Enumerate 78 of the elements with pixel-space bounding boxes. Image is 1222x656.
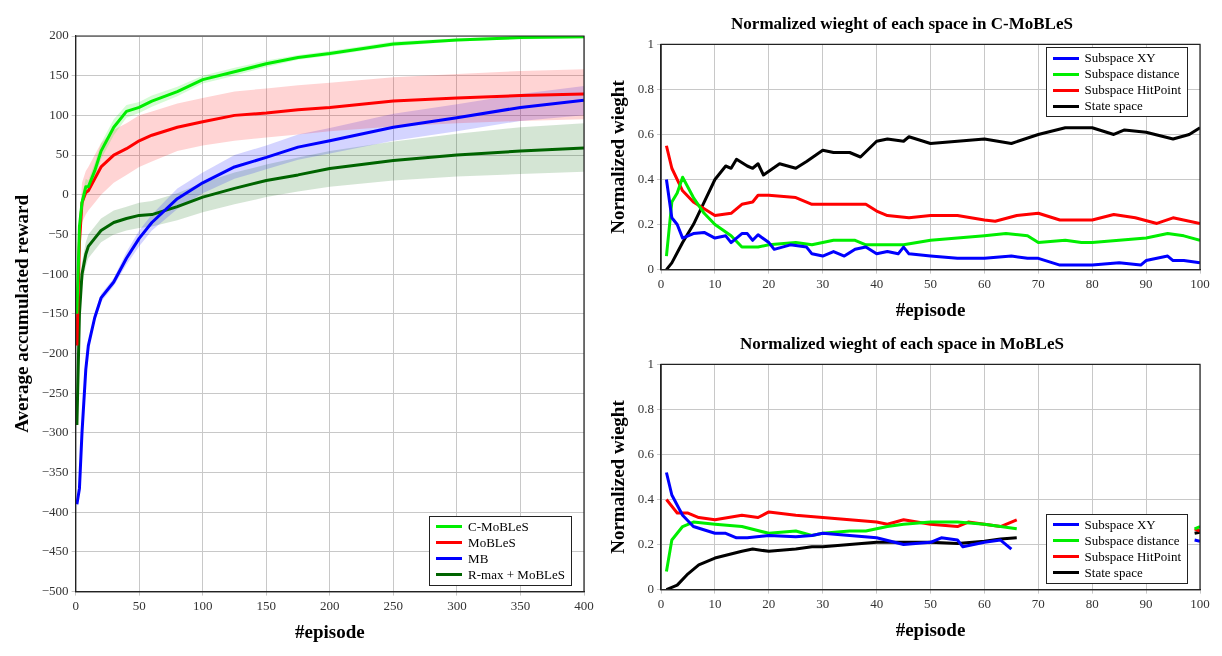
x-tick-label: 350 <box>510 597 531 613</box>
x-tick-label: 300 <box>447 597 467 613</box>
legend-label: Subspace XY <box>1084 50 1156 67</box>
x-tick-label: 90 <box>1139 595 1153 611</box>
y-tick-label: −250 <box>41 384 69 400</box>
y-tick-label: −500 <box>41 583 69 599</box>
legend-label: Subspace HitPoint <box>1084 548 1181 565</box>
x-tick-label: 80 <box>1085 595 1099 611</box>
y-tick-label: 0 <box>62 186 69 202</box>
legend-label: Subspace XY <box>1084 516 1156 533</box>
y-tick-label: 50 <box>55 146 69 162</box>
x-tick-label: 0 <box>657 595 665 611</box>
x-tick-label: 70 <box>1031 595 1045 611</box>
y-tick-label: 0 <box>647 581 655 597</box>
y-tick-label: 0.6 <box>637 445 655 461</box>
y-tick-label: −200 <box>41 344 69 360</box>
y-tick-label: 0.4 <box>637 490 655 506</box>
y-tick-label: 0.8 <box>637 80 655 96</box>
x-tick-label: 40 <box>870 595 884 611</box>
legend-label: C-MoBLeS <box>468 518 529 535</box>
x-tick-label: 50 <box>924 595 938 611</box>
x-tick-label: 90 <box>1139 275 1153 291</box>
x-tick-label: 30 <box>816 595 830 611</box>
y-tick-label: 0.4 <box>637 170 655 186</box>
y-tick-label: −350 <box>41 463 69 479</box>
legend-label: Subspace distance <box>1084 532 1180 549</box>
x-tick-label: 60 <box>977 275 991 291</box>
y-tick-label: 150 <box>49 67 69 83</box>
legend-label: State space <box>1084 564 1143 581</box>
x-tick-label: 80 <box>1085 275 1099 291</box>
y-tick-label: 1 <box>647 35 655 51</box>
legend-label: R-max + MoBLeS <box>468 566 565 583</box>
y-axis-title: Normalized wieght <box>607 79 629 234</box>
x-tick-label: 20 <box>762 595 776 611</box>
x-tick-label: 30 <box>816 275 830 291</box>
y-tick-label: 0.6 <box>637 125 655 141</box>
x-axis-title: #episode <box>895 618 966 640</box>
y-tick-label: 0.8 <box>637 400 655 416</box>
x-tick-label: 400 <box>574 597 594 613</box>
y-tick-label: 0.2 <box>637 535 655 551</box>
x-tick-label: 100 <box>192 597 213 613</box>
x-axis-title: #episode <box>895 298 966 320</box>
x-tick-label: 250 <box>383 597 404 613</box>
y-tick-label: 0 <box>647 261 655 277</box>
x-tick-label: 100 <box>1190 595 1210 611</box>
x-tick-label: 20 <box>762 275 776 291</box>
y-axis-title: Normalized wieght <box>607 399 629 554</box>
y-tick-label: −100 <box>41 265 69 281</box>
x-tick-label: 100 <box>1190 275 1210 291</box>
y-tick-label: −300 <box>41 424 69 440</box>
y-tick-label: 0.2 <box>637 215 655 231</box>
legend-label: Subspace HitPoint <box>1084 82 1181 99</box>
y-axis-title: Average accumulated reward <box>11 194 33 433</box>
legend-label: State space <box>1084 98 1143 115</box>
x-tick-label: 10 <box>708 275 722 291</box>
y-tick-label: −400 <box>41 503 69 519</box>
x-tick-label: 10 <box>708 595 722 611</box>
legend-label: MoBLeS <box>468 534 516 551</box>
chart-title: Normalized wieght of each space in C-MoBLeS <box>731 13 1073 33</box>
y-tick-label: −50 <box>48 225 69 241</box>
y-tick-label: 200 <box>49 27 69 43</box>
y-tick-label: 1 <box>647 355 655 371</box>
x-tick-label: 50 <box>924 275 938 291</box>
x-tick-label: 0 <box>72 597 79 613</box>
x-axis-title: #episode <box>294 620 365 642</box>
x-tick-label: 70 <box>1031 275 1045 291</box>
x-tick-label: 200 <box>320 597 340 613</box>
y-tick-label: −150 <box>41 305 69 321</box>
x-tick-label: 150 <box>256 597 277 613</box>
legend-label: MB <box>468 550 489 567</box>
x-tick-label: 50 <box>132 597 146 613</box>
chart-title: Normalized wieght of each space in MoBLeS <box>740 333 1064 353</box>
x-tick-label: 60 <box>977 595 991 611</box>
legend-label: Subspace distance <box>1084 66 1180 83</box>
y-tick-label: −450 <box>41 543 69 559</box>
x-tick-label: 0 <box>657 275 665 291</box>
y-tick-label: 100 <box>49 106 69 122</box>
x-tick-label: 40 <box>870 275 884 291</box>
